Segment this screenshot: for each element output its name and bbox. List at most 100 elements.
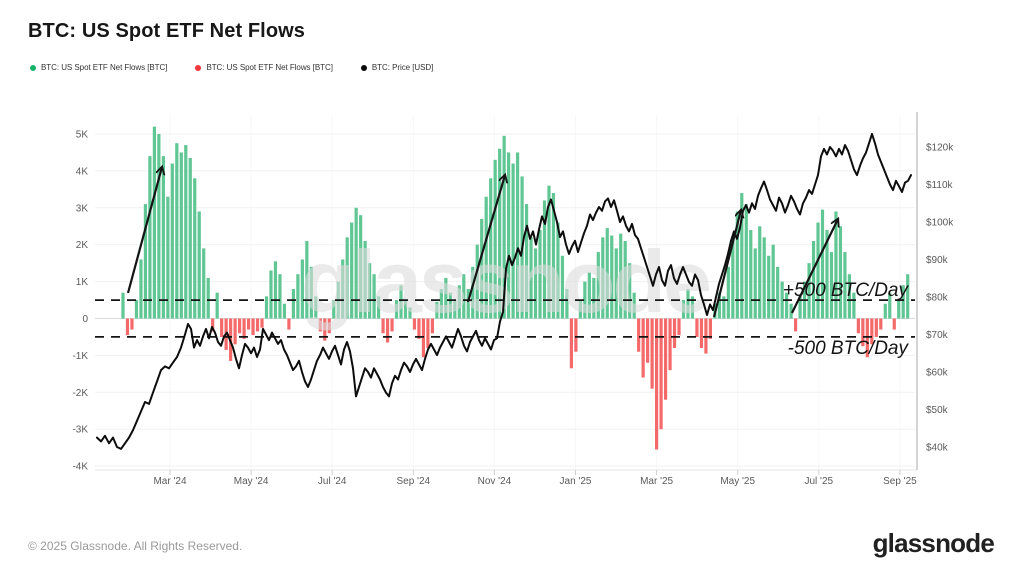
annotation-arrows (126, 167, 838, 318)
outflow-bar (870, 318, 874, 345)
inflow-bar (134, 300, 139, 319)
outflow-bar (211, 318, 215, 332)
inflow-bar (605, 228, 609, 319)
outflow-bar (699, 318, 704, 349)
inflow-bar (453, 300, 457, 319)
inflow-bar (529, 237, 533, 319)
inflow-bar (359, 215, 363, 319)
inflow-bar (829, 252, 834, 319)
inflow-bar (363, 241, 367, 319)
inflow-bar (170, 163, 174, 319)
outflow-bar (251, 318, 255, 336)
inflow-bar (480, 218, 484, 319)
inflow-bar (403, 300, 408, 319)
inflow-bar (197, 211, 201, 319)
inflow-bar (484, 196, 488, 319)
inflow-bar (193, 178, 197, 319)
outflow-bar (637, 318, 641, 352)
inflow-bar (166, 196, 170, 319)
inflow-bar (372, 274, 376, 319)
inflow-bar (789, 303, 793, 319)
inflow-bar (601, 237, 605, 319)
inflow-bar (188, 157, 192, 319)
axis-tick-labels: 5K 4K 3K 2K 1K 0 -1K -2K -3K -4K $120k $110k $100k $9… (72, 130, 954, 488)
inflow-bar (394, 300, 399, 319)
trend-arrow (791, 219, 838, 314)
lower-threshold-label: -500 BTC/Day (788, 338, 910, 359)
legend-label: BTC: US Spot ETF Net Flows [BTC] (206, 63, 333, 72)
legend-item-netflows-negative[interactable]: BTC: US Spot ETF Net Flows [BTC] (195, 63, 333, 72)
inflow-bar (610, 235, 614, 319)
outflow-bar (233, 318, 237, 345)
outflow-bar (426, 318, 430, 349)
netflow-bars (121, 126, 910, 450)
inflow-bar (291, 288, 295, 319)
inflow-bar (816, 222, 820, 319)
outflow-bar (237, 318, 242, 334)
outflow-bar (430, 318, 434, 334)
trend-arrow (712, 210, 741, 318)
inflow-bar (345, 237, 349, 319)
outflow-bar (390, 318, 394, 332)
right-axis-tick: $120k (926, 143, 954, 154)
outflow-bar (695, 318, 699, 337)
inflow-bar (206, 277, 210, 319)
outflow-bar (641, 318, 645, 378)
outflow-bar (677, 318, 681, 336)
inflow-bar (883, 303, 887, 319)
legend-item-netflows-positive[interactable]: BTC: US Spot ETF Net Flows [BTC] (30, 63, 167, 72)
inflow-bar (619, 233, 623, 319)
left-axis-tick: 0 (82, 314, 88, 325)
inflow-bar (820, 209, 825, 319)
inflow-bar (628, 263, 632, 319)
black-dot-icon (360, 64, 367, 71)
inflow-bar (269, 270, 273, 319)
inflow-bar (350, 222, 354, 319)
outflow-bar (879, 318, 883, 330)
outflow-bar (417, 318, 421, 339)
outflow-bar (663, 318, 668, 400)
outflow-bar (412, 318, 417, 330)
inflow-bar (296, 274, 300, 319)
right-axis-tick: $100k (926, 218, 954, 229)
inflow-bar (143, 204, 148, 319)
inflow-bar (493, 159, 497, 319)
outflow-bar (255, 318, 260, 332)
upper-threshold-label: +500 BTC/Day (783, 280, 910, 301)
x-axis-tick: May '24 (234, 476, 269, 487)
inflow-bar (776, 266, 780, 319)
inflow-bar (341, 259, 345, 319)
outflow-bar (421, 318, 426, 358)
outflow-bar (794, 318, 798, 332)
inflow-bar (834, 211, 838, 319)
inflow-bar (444, 277, 448, 319)
inflow-bar (587, 272, 591, 319)
inflow-bar (726, 266, 730, 319)
inflow-bar (462, 274, 466, 319)
outflow-bar (668, 318, 672, 371)
inflow-bar (592, 277, 596, 319)
inflow-bar (471, 266, 475, 319)
inflow-bar (314, 296, 318, 319)
inflow-bar (762, 237, 766, 319)
legend-item-price[interactable]: BTC: Price [USD] (360, 63, 433, 72)
inflow-bar (202, 248, 206, 319)
inflow-bar (368, 263, 372, 319)
inflow-bar (121, 292, 125, 319)
inflow-bar (148, 156, 152, 319)
left-axis-tick: -1K (72, 351, 88, 362)
outflow-bar (659, 318, 663, 430)
inflow-bar (753, 248, 757, 319)
x-axis-tick: Nov '24 (478, 476, 512, 487)
inflow-bar (547, 185, 551, 319)
outflow-bar (672, 318, 677, 349)
red-dot-icon (195, 64, 202, 71)
outflow-bar (381, 318, 385, 334)
outflow-bar (287, 318, 291, 330)
left-axis-tick: -2K (72, 388, 88, 399)
outflow-bar (323, 318, 327, 341)
inflow-bar (632, 292, 636, 319)
threshold-lines (95, 299, 915, 338)
